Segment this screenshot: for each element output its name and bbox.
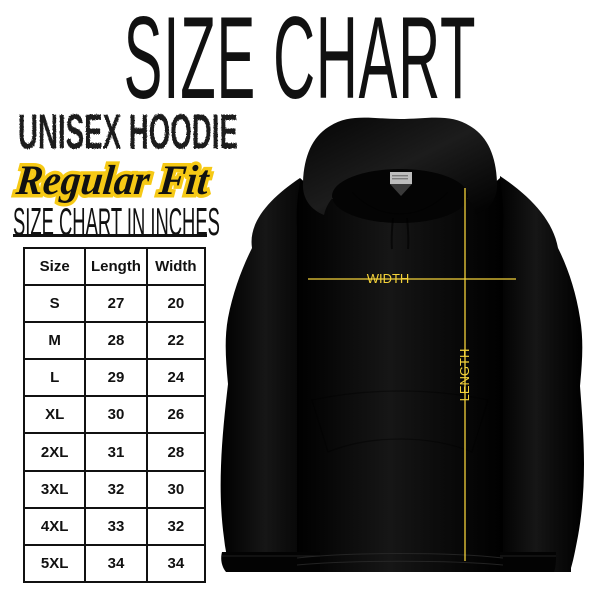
svg-text:LENGTH: LENGTH bbox=[457, 349, 472, 402]
svg-text:WIDTH: WIDTH bbox=[367, 271, 410, 286]
